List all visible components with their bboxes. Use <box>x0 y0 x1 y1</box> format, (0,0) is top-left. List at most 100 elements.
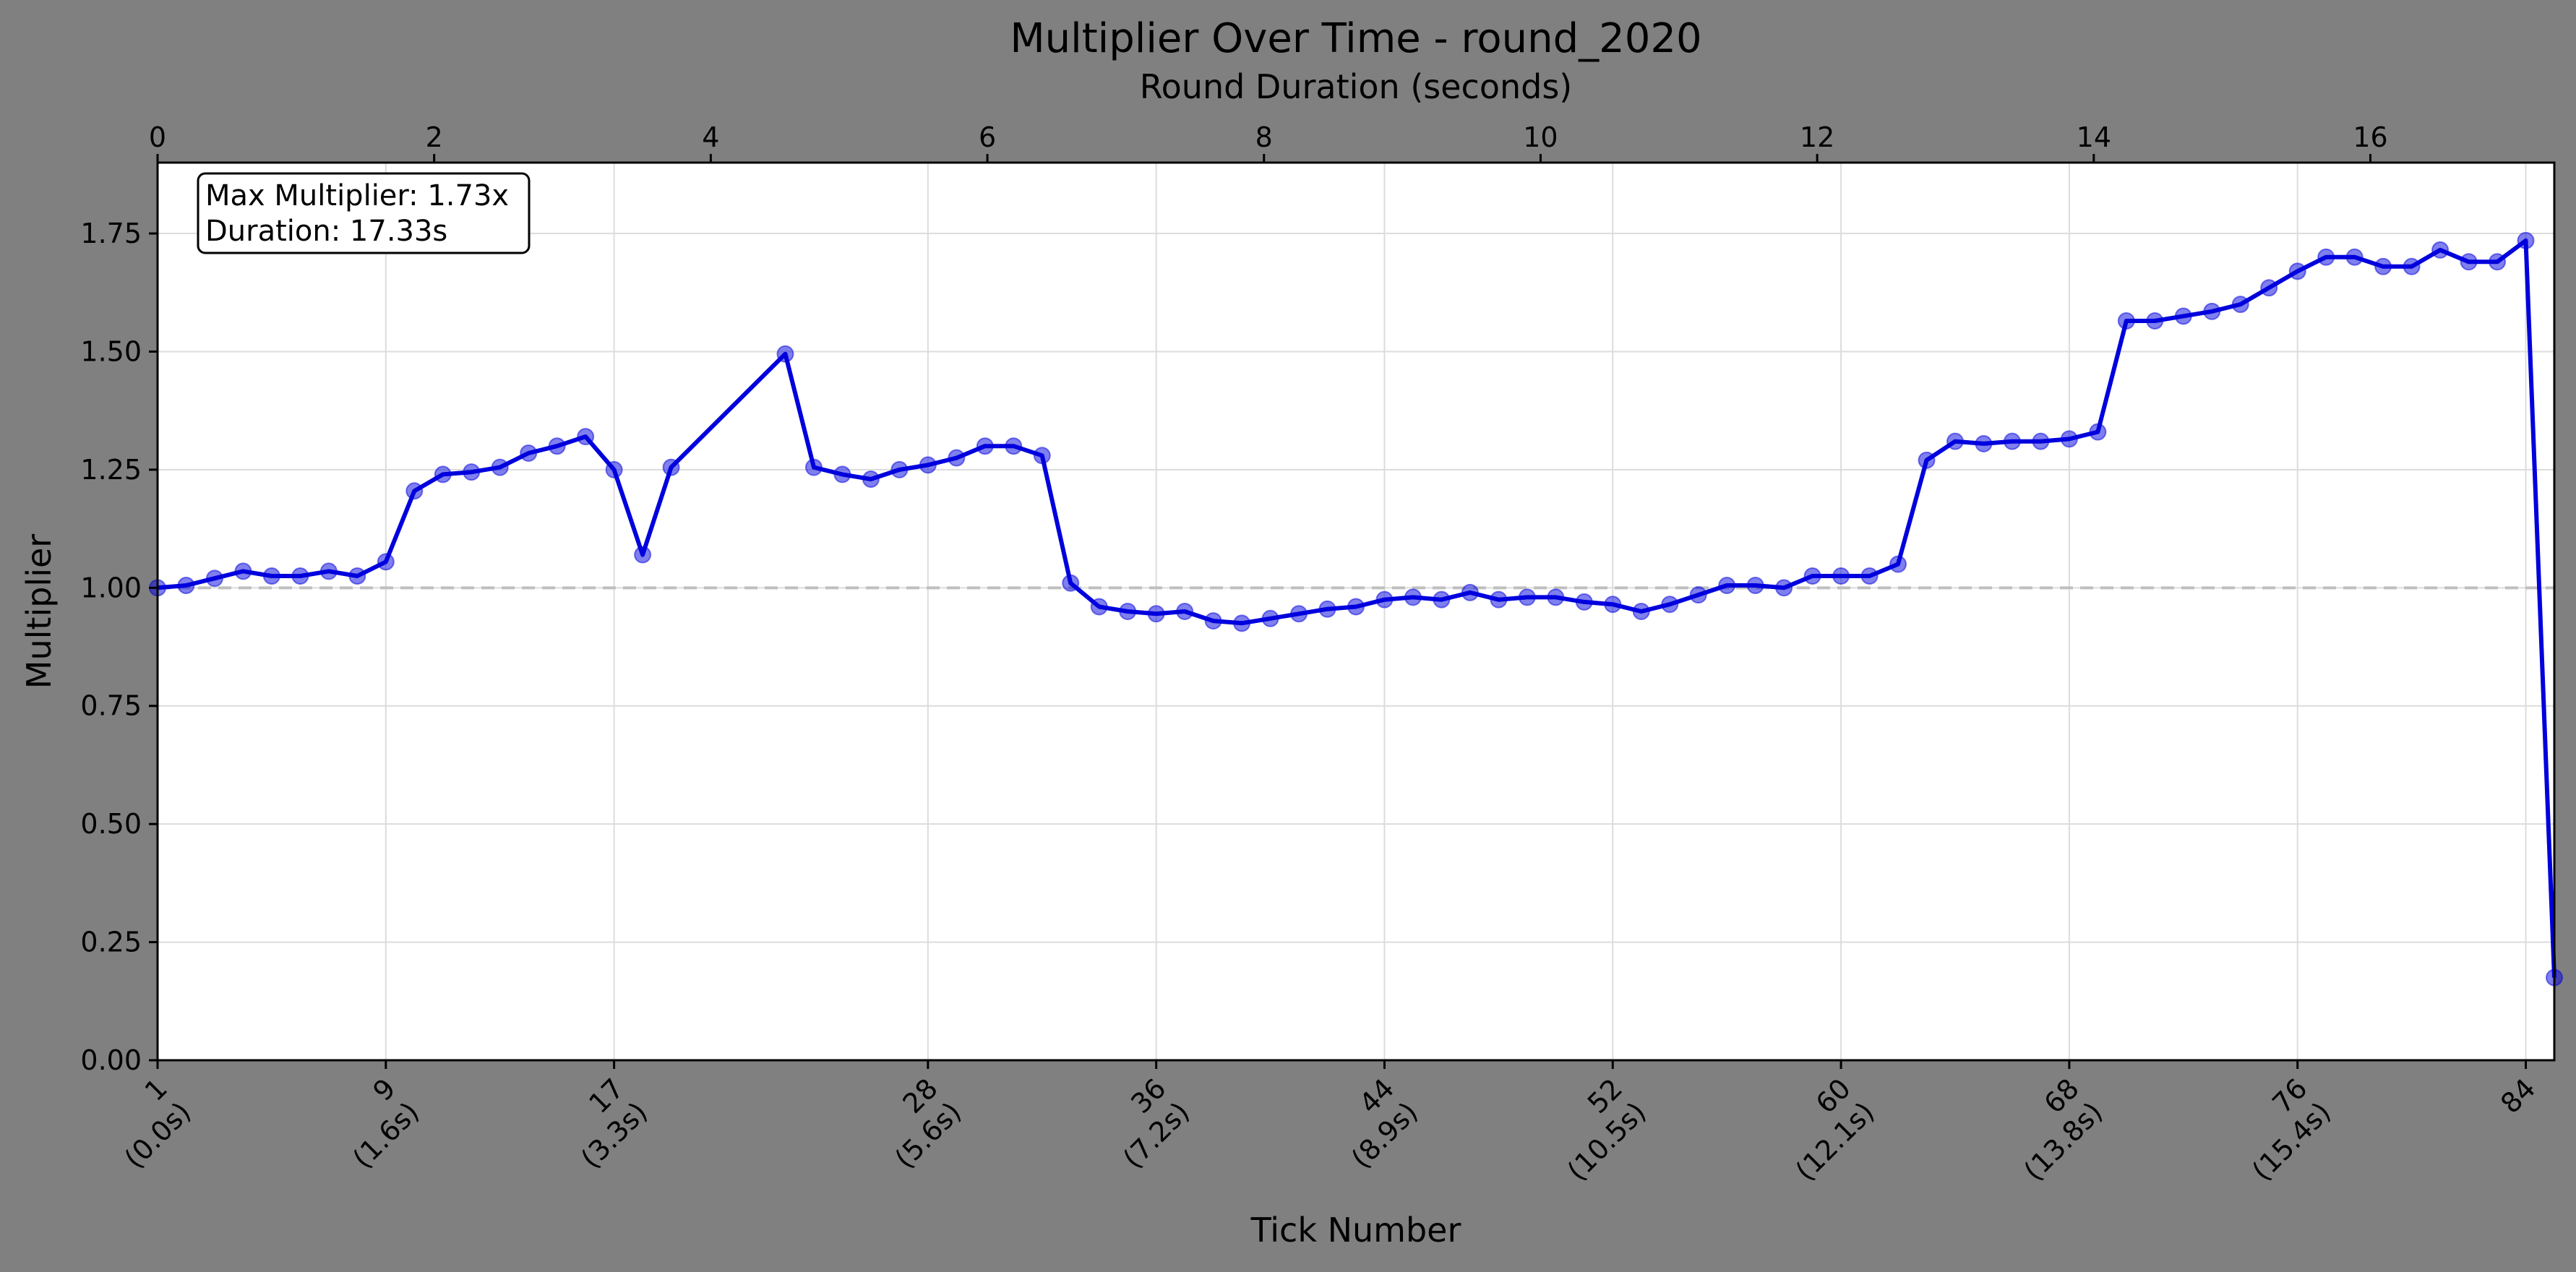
annotation-frame <box>197 172 531 254</box>
data-point <box>1119 603 1137 620</box>
data-point <box>776 345 794 363</box>
data-point <box>662 458 680 476</box>
data-point <box>1005 437 1023 455</box>
data-point <box>890 460 909 478</box>
data-point <box>1433 590 1451 609</box>
data-point <box>2032 432 2050 450</box>
data-point <box>1946 432 1964 450</box>
data-point <box>948 449 966 467</box>
top-tick-label: 16 <box>2353 121 2387 153</box>
data-point <box>1604 596 1622 614</box>
data-point <box>234 562 252 580</box>
data-point <box>1261 609 1279 627</box>
data-point <box>1318 600 1336 618</box>
data-point <box>2517 231 2535 249</box>
data-point <box>177 577 195 595</box>
top-tick-label: 4 <box>702 121 719 153</box>
data-point <box>2117 311 2135 330</box>
data-point <box>262 567 280 585</box>
data-point <box>1775 579 1793 597</box>
data-point <box>1147 605 1165 623</box>
data-point <box>1575 593 1593 611</box>
data-point <box>2089 423 2107 441</box>
annotation-max-multiplier: Max Multiplier: 1.73x <box>205 179 509 212</box>
data-point <box>577 428 595 446</box>
data-point <box>291 567 309 585</box>
series-line <box>157 238 2556 978</box>
data-point <box>1918 451 1936 469</box>
y-tick-label: 1.00 <box>80 572 142 603</box>
data-point <box>377 553 395 571</box>
data-point <box>548 437 566 455</box>
data-point <box>1661 596 1679 614</box>
data-point <box>2260 279 2278 297</box>
data-point <box>804 458 823 476</box>
y-axis-label: Multiplier <box>20 534 59 689</box>
data-point <box>2489 253 2507 271</box>
data-point <box>1204 612 1222 630</box>
data-point <box>463 463 481 481</box>
data-point <box>491 458 509 476</box>
data-point <box>2431 241 2450 259</box>
data-point <box>2374 257 2392 275</box>
series <box>149 231 2563 987</box>
data-point <box>1404 588 1422 606</box>
data-point <box>1889 555 1907 573</box>
data-point <box>1062 574 1080 592</box>
data-point <box>1746 577 1764 595</box>
data-point <box>1832 567 1850 585</box>
y-axis-ticks: 0.00 0.25 0.50 0.75 1.00 1.25 1.50 1.75 <box>80 218 158 1076</box>
data-point <box>1718 577 1736 595</box>
data-point <box>2146 311 2164 330</box>
data-point <box>1090 598 1108 616</box>
y-tick-label: 0.75 <box>80 690 142 722</box>
data-point <box>319 562 338 580</box>
data-point <box>1803 567 1821 585</box>
top-tick-label: 14 <box>2077 121 2111 153</box>
y-tick-label: 0.00 <box>80 1044 142 1076</box>
y-tick-label: 1.75 <box>80 218 142 249</box>
data-point <box>833 465 851 484</box>
top-axis-ticks: 0 2 4 6 8 10 12 14 16 <box>149 121 2388 163</box>
data-point <box>1547 588 1565 606</box>
data-point <box>1290 605 1308 623</box>
data-point <box>2403 257 2421 275</box>
data-point <box>1860 567 1879 585</box>
top-tick-label: 2 <box>426 121 443 153</box>
data-point <box>1490 590 1508 609</box>
data-point <box>1375 590 1394 609</box>
data-point <box>205 570 223 588</box>
data-point <box>1975 434 1993 452</box>
data-point <box>2203 302 2221 320</box>
annotation-box: Max Multiplier: 1.73x Duration: 17.33s <box>197 172 531 254</box>
x-axis-label: Tick Number <box>1250 1211 1461 1250</box>
data-point <box>1518 588 1536 606</box>
data-point <box>1347 598 1365 616</box>
data-point <box>2174 307 2192 325</box>
data-point <box>1176 603 1194 620</box>
data-point <box>1632 603 1650 620</box>
data-point <box>348 567 366 585</box>
data-point <box>2288 262 2306 280</box>
data-point <box>520 444 538 463</box>
grid <box>157 163 2554 1061</box>
top-tick-label: 10 <box>1523 121 1558 153</box>
data-point <box>919 456 937 474</box>
data-point <box>1461 583 1479 601</box>
data-point <box>2460 253 2478 271</box>
top-tick-label: 12 <box>1800 121 1834 153</box>
data-point <box>976 437 994 455</box>
data-point <box>2317 248 2335 266</box>
data-point <box>2003 432 2021 450</box>
data-point <box>605 460 623 478</box>
data-point <box>2060 430 2078 448</box>
annotation-duration: Duration: 17.33s <box>205 215 447 248</box>
top-tick-label: 0 <box>149 121 166 153</box>
data-point <box>434 465 452 484</box>
data-point <box>2231 296 2249 314</box>
y-tick-label: 1.50 <box>80 335 142 367</box>
data-point <box>2345 248 2364 266</box>
plot-frame <box>156 161 2556 1062</box>
data-point <box>1689 586 1707 604</box>
